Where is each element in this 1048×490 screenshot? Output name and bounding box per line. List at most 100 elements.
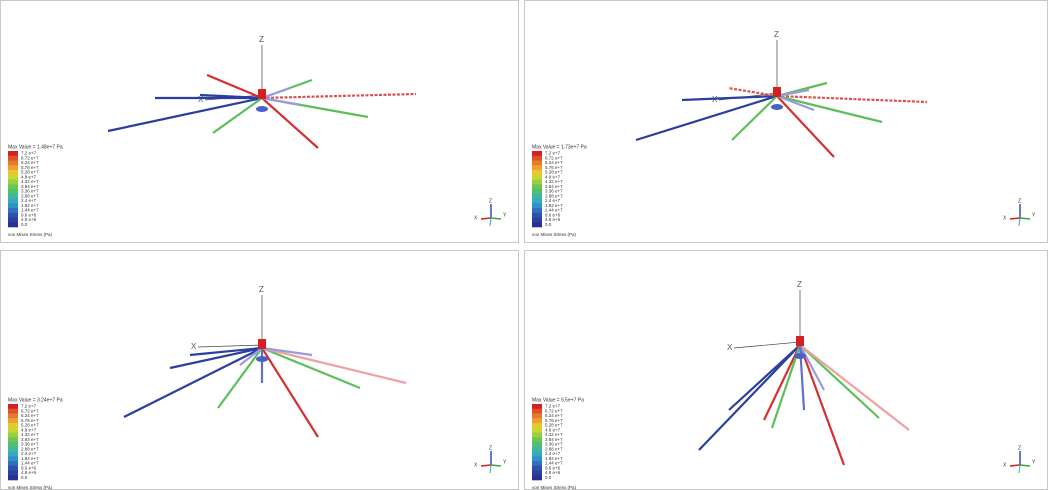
triad-x [481, 465, 491, 466]
strut [699, 345, 800, 450]
legend-swatch [532, 199, 542, 204]
legend-swatch [532, 156, 542, 161]
legend-label: 0.0 [21, 222, 28, 227]
legend-swatch [532, 442, 542, 447]
legend-swatch [532, 170, 542, 175]
legend-swatch [532, 409, 542, 414]
strut [207, 75, 262, 98]
legend-swatch [532, 213, 542, 218]
legend-swatch [8, 461, 18, 466]
legend-swatch [8, 203, 18, 208]
result-view: ZXMax Value = 6.5e+7 Pa7.2 e+76.72 e+76.… [524, 250, 1048, 490]
panel-border [525, 1, 1048, 243]
triad-y [1020, 465, 1030, 466]
legend-swatch [532, 433, 542, 438]
triad-tail [490, 218, 491, 226]
hub-bottom [794, 353, 806, 359]
legend-swatch [532, 151, 542, 156]
triad-y-label: Y [503, 212, 507, 218]
legend-swatch [8, 184, 18, 189]
strut [777, 96, 834, 157]
triad-x [481, 218, 491, 219]
legend-swatch [8, 418, 18, 423]
max-value: Max Value = 1.48e+7 Pa [8, 144, 63, 150]
legend-swatch [532, 461, 542, 466]
triad-tail [1019, 218, 1020, 226]
triad-y [491, 465, 501, 466]
hub-bottom [256, 356, 268, 362]
legend-swatch [532, 218, 542, 223]
triad-z-label: Z [489, 445, 492, 451]
triad-x [1010, 218, 1020, 219]
legend-swatch [532, 428, 542, 433]
hub-bottom [256, 106, 268, 112]
triad-tail [490, 465, 491, 473]
legend-swatch [532, 437, 542, 442]
legend-swatch [532, 180, 542, 185]
x-label: X [727, 343, 733, 352]
legend-swatch [8, 213, 18, 218]
legend-swatch [8, 175, 18, 180]
strut [800, 345, 879, 418]
legend-swatch [8, 471, 18, 476]
legend-swatch [532, 475, 542, 480]
strut [262, 348, 318, 437]
legend-swatch [532, 404, 542, 409]
triad-z-label: Z [489, 198, 492, 204]
triad-y [491, 218, 501, 219]
triad-y-label: Y [1032, 212, 1036, 218]
legend-swatch [532, 161, 542, 166]
legend-swatch [8, 409, 18, 414]
legend-label: 0.0 [545, 475, 552, 480]
triad-x-label: X [474, 462, 478, 468]
figure: ZXMax Value = 1.48e+7 Pa7.2 e+76.72 e+76… [0, 0, 1048, 490]
legend-swatch [532, 165, 542, 170]
strut [728, 88, 777, 96]
legend-swatch [532, 471, 542, 476]
legend-swatch [8, 199, 18, 204]
legend-swatch [8, 423, 18, 428]
legend-swatch [532, 447, 542, 452]
panel-border [525, 251, 1048, 490]
triad-z-label: Z [1018, 445, 1021, 451]
hub-top [258, 89, 266, 99]
legend-swatch [8, 161, 18, 166]
x-label: X [191, 342, 197, 351]
triad-x [1010, 465, 1020, 466]
legend-swatch [8, 404, 18, 409]
legend-swatch [8, 437, 18, 442]
legend-swatch [8, 466, 18, 471]
legend-label: 0.0 [21, 475, 28, 480]
strut [262, 94, 416, 98]
triad-y [1020, 218, 1030, 219]
legend-caption: von Mises Stress (Pa) [8, 232, 53, 237]
legend-caption: von Mises Stress (Pa) [532, 485, 577, 490]
legend-swatch [532, 414, 542, 419]
legend-swatch [532, 203, 542, 208]
triad-x-label: X [474, 215, 478, 221]
legend-swatch [532, 175, 542, 180]
legend-swatch [8, 442, 18, 447]
z-label: Z [259, 35, 264, 44]
result-view: ZXMax Value = 3.24e+7 Pa7.2 e+76.72 e+76… [0, 250, 519, 490]
legend-swatch [8, 194, 18, 199]
legend-swatch [532, 418, 542, 423]
strut [124, 348, 262, 417]
x-axis [734, 342, 800, 348]
triad-x-label: X [1003, 462, 1007, 468]
max-value: Max Value = 6.5e+7 Pa [532, 397, 584, 403]
strut [777, 96, 882, 122]
legend-caption: von Mises Stress (Pa) [532, 232, 577, 237]
legend-swatch [8, 456, 18, 461]
legend-swatch [532, 452, 542, 457]
legend-swatch [8, 218, 18, 223]
legend-swatch [532, 189, 542, 194]
legend-swatch [8, 208, 18, 213]
legend-swatch [8, 189, 18, 194]
max-value: Max Value = 3.24e+7 Pa [8, 397, 63, 403]
legend-swatch [8, 156, 18, 161]
x-axis [198, 345, 262, 347]
z-label: Z [774, 30, 779, 39]
